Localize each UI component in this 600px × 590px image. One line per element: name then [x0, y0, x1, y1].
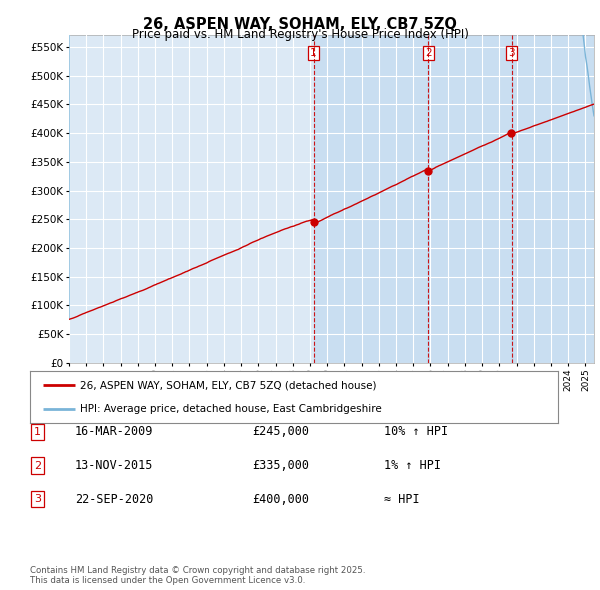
Text: 26, ASPEN WAY, SOHAM, ELY, CB7 5ZQ: 26, ASPEN WAY, SOHAM, ELY, CB7 5ZQ [143, 17, 457, 31]
Text: 22-SEP-2020: 22-SEP-2020 [75, 493, 154, 506]
Text: 13-NOV-2015: 13-NOV-2015 [75, 459, 154, 472]
Text: 10% ↑ HPI: 10% ↑ HPI [384, 425, 448, 438]
Bar [512, 35, 594, 363]
Text: Contains HM Land Registry data © Crown copyright and database right 2025.
This d: Contains HM Land Registry data © Crown c… [30, 566, 365, 585]
Text: 2: 2 [34, 461, 41, 470]
Text: 16-MAR-2009: 16-MAR-2009 [75, 425, 154, 438]
Bar [428, 35, 512, 363]
Text: ≈ HPI: ≈ HPI [384, 493, 419, 506]
Text: £335,000: £335,000 [252, 459, 309, 472]
Text: £400,000: £400,000 [252, 493, 309, 506]
Bar [69, 35, 314, 363]
Text: 1: 1 [310, 48, 317, 58]
Text: HPI: Average price, detached house, East Cambridgeshire: HPI: Average price, detached house, East… [80, 404, 382, 414]
Text: 26, ASPEN WAY, SOHAM, ELY, CB7 5ZQ (detached house): 26, ASPEN WAY, SOHAM, ELY, CB7 5ZQ (deta… [80, 380, 377, 390]
Text: Price paid vs. HM Land Registry's House Price Index (HPI): Price paid vs. HM Land Registry's House … [131, 28, 469, 41]
Text: 1% ↑ HPI: 1% ↑ HPI [384, 459, 441, 472]
Text: 3: 3 [34, 494, 41, 504]
Text: 1: 1 [34, 427, 41, 437]
Text: £245,000: £245,000 [252, 425, 309, 438]
Text: 2: 2 [425, 48, 431, 58]
Text: 3: 3 [509, 48, 515, 58]
Bar [314, 35, 428, 363]
